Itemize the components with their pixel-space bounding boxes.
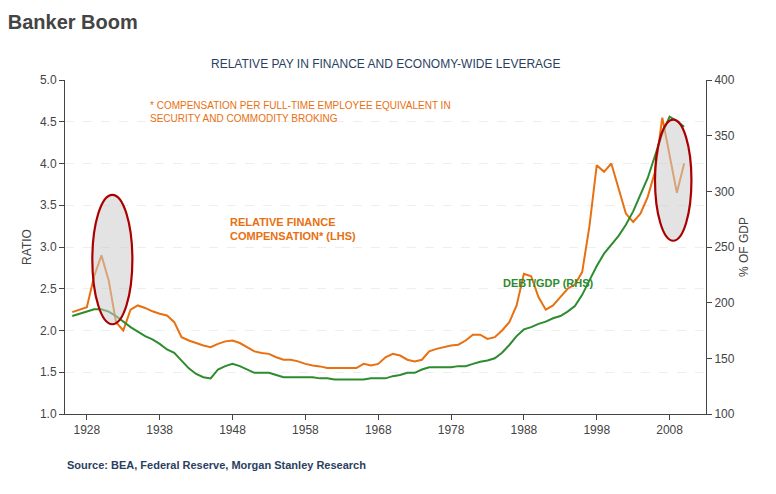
svg-text:1928: 1928 [73, 423, 100, 437]
svg-text:1948: 1948 [219, 423, 246, 437]
svg-text:1998: 1998 [583, 423, 610, 437]
svg-text:2008: 2008 [656, 423, 683, 437]
svg-text:300: 300 [714, 185, 734, 199]
svg-text:4.0: 4.0 [40, 157, 57, 171]
svg-text:350: 350 [714, 129, 734, 143]
svg-text:1988: 1988 [511, 423, 538, 437]
svg-text:150: 150 [714, 352, 734, 366]
svg-text:1.5: 1.5 [40, 365, 57, 379]
svg-text:3.5: 3.5 [40, 198, 57, 212]
svg-text:2.5: 2.5 [40, 282, 57, 296]
svg-text:5.0: 5.0 [40, 73, 57, 87]
svg-text:3.0: 3.0 [40, 240, 57, 254]
svg-text:RELATIVE PAY IN FINANCE AND EC: RELATIVE PAY IN FINANCE AND ECONOMY-WIDE… [211, 57, 560, 71]
svg-text:1938: 1938 [146, 423, 173, 437]
svg-text:% OF GDP: % OF GDP [737, 217, 751, 277]
svg-text:RELATIVE FINANCECOMPENSATION*: RELATIVE FINANCECOMPENSATION* (LHS) [230, 216, 356, 242]
svg-text:4.5: 4.5 [40, 115, 57, 129]
svg-text:200: 200 [714, 296, 734, 310]
svg-text:1978: 1978 [438, 423, 465, 437]
svg-text:2.0: 2.0 [40, 324, 57, 338]
svg-text:RATIO: RATIO [20, 229, 34, 265]
svg-text:Source: BEA, Federal Reserve,: Source: BEA, Federal Reserve, Morgan Sta… [67, 459, 366, 471]
svg-text:1968: 1968 [365, 423, 392, 437]
svg-text:250: 250 [714, 240, 734, 254]
svg-text:100: 100 [714, 407, 734, 421]
svg-text:400: 400 [714, 73, 734, 87]
svg-text:* COMPENSATION PER FULL-TIME E: * COMPENSATION PER FULL-TIME EMPLOYEE EQ… [150, 100, 451, 124]
svg-text:Banker Boom: Banker Boom [8, 11, 138, 33]
svg-text:DEBT/GDP (RHS): DEBT/GDP (RHS) [503, 277, 594, 289]
svg-text:1.0: 1.0 [40, 407, 57, 421]
svg-text:1958: 1958 [292, 423, 319, 437]
